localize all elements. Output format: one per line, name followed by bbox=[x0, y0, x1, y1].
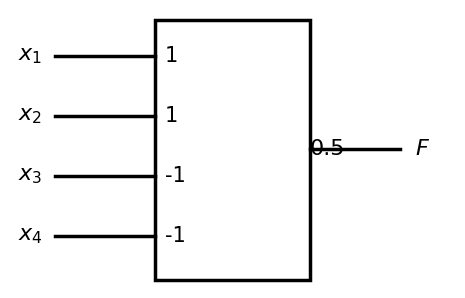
Bar bbox=[155, 20, 310, 280]
Text: -1: -1 bbox=[165, 226, 186, 246]
Text: $x_2$: $x_2$ bbox=[18, 106, 42, 126]
Text: 0.5: 0.5 bbox=[310, 139, 345, 159]
Text: -1: -1 bbox=[165, 166, 186, 186]
Text: $F$: $F$ bbox=[415, 139, 430, 159]
Text: $x_4$: $x_4$ bbox=[18, 226, 42, 246]
Text: 1: 1 bbox=[165, 46, 178, 66]
Text: $x_3$: $x_3$ bbox=[18, 166, 42, 186]
Text: 1: 1 bbox=[165, 106, 178, 126]
Text: $x_1$: $x_1$ bbox=[18, 46, 42, 66]
